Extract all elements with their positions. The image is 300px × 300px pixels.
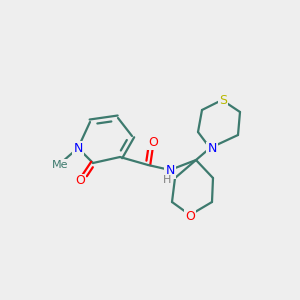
Text: N: N <box>165 164 175 178</box>
Text: S: S <box>219 94 227 106</box>
Text: N: N <box>207 142 217 155</box>
Text: Me: Me <box>52 160 68 170</box>
Text: H: H <box>163 175 171 185</box>
Text: O: O <box>148 136 158 148</box>
Text: O: O <box>185 209 195 223</box>
Text: N: N <box>73 142 83 154</box>
Text: O: O <box>75 175 85 188</box>
